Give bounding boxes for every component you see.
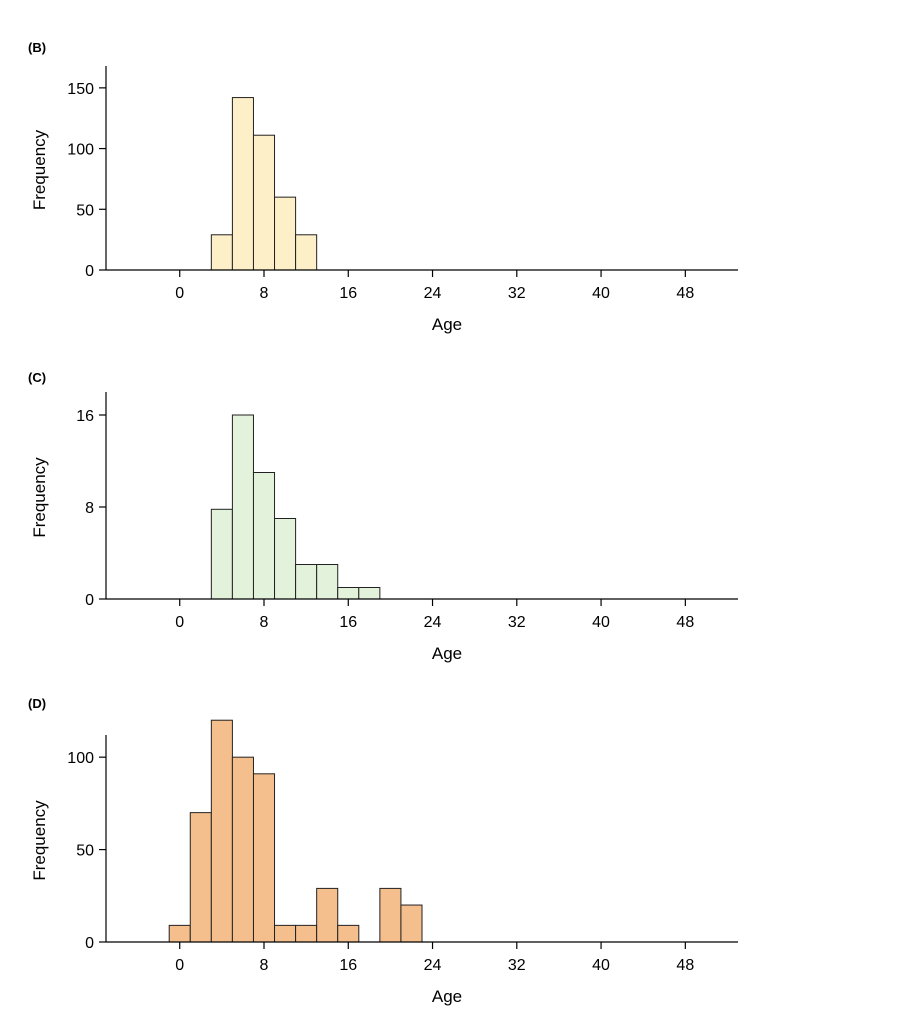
y-axis-title: Frequency	[30, 457, 49, 538]
histogram-bar	[379, 887, 402, 943]
histogram-bar	[231, 97, 254, 271]
x-tick-label: 0	[175, 614, 184, 631]
y-tick-label: 150	[67, 81, 94, 98]
histogram-bar	[295, 234, 318, 271]
y-tick-label: 100	[67, 142, 94, 159]
histogram-bar	[316, 887, 339, 943]
x-tick-label: 32	[508, 957, 526, 974]
histogram-bar	[400, 904, 423, 943]
x-tick-label: 0	[175, 285, 184, 302]
histogram-bar	[295, 924, 318, 943]
histogram-bar	[252, 773, 276, 943]
histogram-bar	[210, 508, 233, 600]
histogram-bar	[252, 472, 276, 600]
histogram-panel-0: (B) 0 50 100 150 0 8 16 24 32 40 48 Age Frequency	[28, 40, 738, 334]
y-tick-label: 0	[85, 592, 94, 609]
x-axis-title: Age	[432, 315, 462, 334]
x-tick-label: 8	[260, 614, 269, 631]
histogram-bar	[189, 812, 212, 943]
x-tick-label: 16	[339, 614, 357, 631]
y-tick-label: 8	[85, 500, 94, 517]
x-tick-label: 8	[260, 957, 269, 974]
x-tick-label: 16	[339, 957, 357, 974]
x-axis-title: Age	[432, 987, 462, 1006]
x-tick-label: 24	[424, 285, 442, 302]
histogram-bar	[210, 719, 233, 943]
histogram-panel-1: (C) 0 8 16 0 8 16 24 32 40 48 Age Frequency	[28, 370, 738, 663]
x-axis-title: Age	[432, 644, 462, 663]
panel-label: (C)	[28, 370, 46, 385]
x-tick-label: 0	[175, 957, 184, 974]
y-tick-label: 0	[85, 935, 94, 952]
histogram-bar	[274, 196, 297, 271]
x-tick-label: 8	[260, 285, 269, 302]
histogram-panel-2: (D) 0 50 100 0 8 16 24 32 40 48 Age Frequency	[28, 696, 738, 1006]
y-axis-title: Frequency	[30, 800, 49, 881]
panel-label: (D)	[28, 696, 46, 711]
histogram-bar	[337, 924, 360, 943]
histogram-bar	[252, 134, 276, 271]
histogram-bar	[231, 756, 254, 943]
x-tick-label: 24	[424, 957, 442, 974]
x-tick-label: 40	[592, 285, 610, 302]
histogram-bar	[337, 587, 360, 600]
x-tick-label: 40	[592, 614, 610, 631]
y-axis-title: Frequency	[30, 129, 49, 210]
x-tick-label: 32	[508, 285, 526, 302]
y-tick-label: 100	[67, 750, 94, 767]
histogram-bar	[210, 234, 233, 271]
histogram-bar	[295, 564, 318, 600]
x-tick-label: 48	[676, 614, 694, 631]
x-tick-label: 48	[676, 285, 694, 302]
histogram-bar	[358, 587, 381, 600]
y-tick-label: 0	[85, 263, 94, 280]
y-tick-label: 16	[76, 408, 94, 425]
histogram-bar	[316, 564, 339, 600]
panel-label: (B)	[28, 40, 46, 55]
histogram-bar	[274, 924, 297, 943]
x-tick-label: 40	[592, 957, 610, 974]
histogram-bar	[231, 414, 254, 600]
y-tick-label: 50	[76, 843, 94, 860]
x-tick-label: 16	[339, 285, 357, 302]
x-tick-label: 32	[508, 614, 526, 631]
x-tick-label: 48	[676, 957, 694, 974]
x-tick-label: 24	[424, 614, 442, 631]
y-tick-label: 50	[76, 202, 94, 219]
histogram-bar	[168, 924, 191, 943]
histogram-bar	[274, 518, 297, 600]
